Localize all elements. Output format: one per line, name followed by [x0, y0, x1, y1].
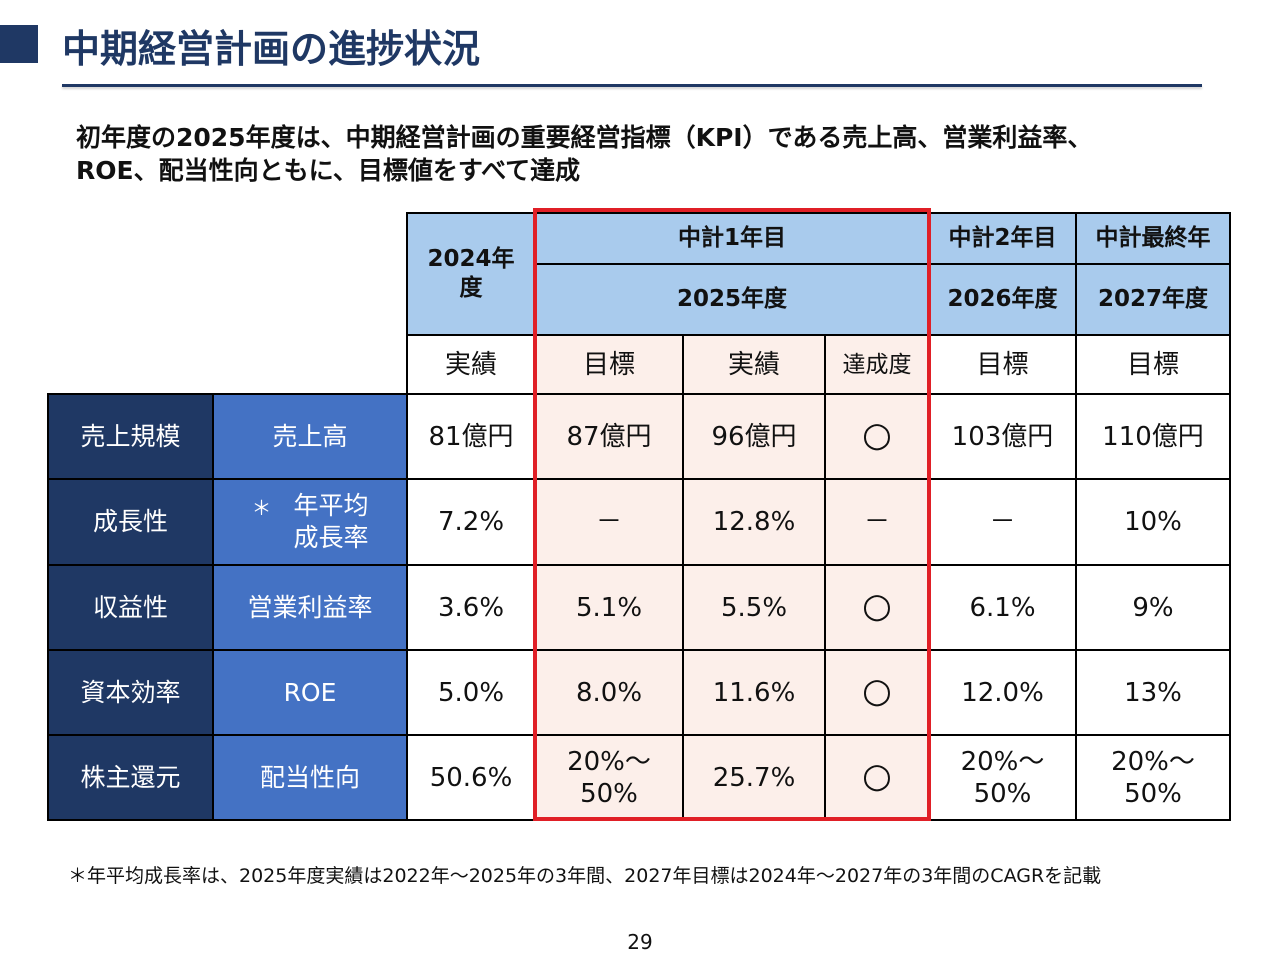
target-2027-line-2: 50%	[1124, 778, 1182, 809]
sub-actual-2025: 実績	[682, 334, 826, 395]
indicator-cell: 配当性向	[212, 734, 408, 821]
circle-icon: ○	[862, 671, 892, 711]
target-2025-line-2: 50%	[580, 778, 638, 809]
achieved-dash: －	[824, 478, 930, 566]
indicator-line-1: 年平均	[293, 491, 369, 520]
actual-2025-cell: 25.7%	[682, 734, 826, 821]
footnote: ＊年平均成長率は、2025年度実績は2022年～2025年の3年間、2027年目…	[68, 865, 1102, 887]
header-fy2026: 2026年度	[928, 263, 1077, 336]
circle-icon: ○	[862, 756, 892, 796]
target-2026-cell: －	[928, 478, 1077, 566]
target-2027-line-1: 20%～	[1111, 746, 1195, 777]
highlight-frame-year1	[533, 208, 931, 821]
indicator-cell: ＊ 年平均 成長率	[212, 478, 408, 566]
actual-2024-cell: 50.6%	[406, 734, 536, 821]
table-row: 収益性 営業利益率 3.6% 5.1% 5.5% ○ 6.1% 9%	[47, 564, 1231, 651]
header-row-fiscal-year: 2025年度 2026年度 2027年度	[48, 263, 1231, 336]
actual-2025-cell: 12.8%	[682, 478, 826, 566]
target-2026-line-1: 20%～	[960, 746, 1045, 777]
header-plan-final: 中計最終年	[1075, 212, 1231, 265]
target-2026-cell: 103億円	[928, 393, 1077, 480]
title-marker	[0, 25, 38, 63]
target-2025-cell: 5.1%	[534, 564, 684, 651]
lead-text: 初年度の2025年度は、中期経営計画の重要経営指標（KPI）である売上高、営業利…	[76, 121, 1216, 187]
target-2025-line-1: 20%～	[567, 746, 651, 777]
sub-target-2025: 目標	[534, 334, 684, 395]
page-number: 29	[627, 930, 653, 954]
actual-2024-cell: 7.2%	[406, 478, 536, 566]
kpi-table: 2024年度 中計1年目 中計2年目 中計最終年 2025年度 2026年度 2…	[47, 212, 1231, 821]
sub-target-2027: 目標	[1075, 334, 1231, 395]
category-cell: 資本効率	[47, 649, 214, 736]
target-2025-cell: 87億円	[534, 393, 684, 480]
circle-icon: ○	[862, 415, 892, 455]
target-2027-cell: 9%	[1075, 564, 1231, 651]
circle-icon: ○	[862, 586, 892, 626]
target-2025-cell: －	[534, 478, 684, 566]
target-2026-cell: 20%～ 50%	[928, 734, 1077, 821]
table-row: 成長性 ＊ 年平均 成長率 7.2% － 12.8% － － 10%	[47, 478, 1231, 566]
header-fy2027: 2027年度	[1075, 263, 1231, 336]
header-fy2025: 2025年度	[534, 263, 930, 336]
actual-2024-cell: 3.6%	[406, 564, 536, 651]
indicator-cell: 売上高	[212, 393, 408, 480]
indicator-cell: 営業利益率	[212, 564, 408, 651]
sub-target-2026: 目標	[928, 334, 1077, 395]
indicator-cell: ROE	[212, 649, 408, 736]
target-2026-cell: 12.0%	[928, 649, 1077, 736]
target-2027-cell: 13%	[1075, 649, 1231, 736]
target-2026-line-2: 50%	[973, 778, 1032, 809]
sub-achievement: 達成度	[824, 334, 930, 395]
blank-corner	[48, 213, 407, 394]
target-2027-cell: 20%～ 50%	[1075, 734, 1231, 821]
category-cell: 売上規模	[47, 393, 214, 480]
page-title: 中期経営計画の進捗状況	[62, 27, 481, 71]
achieved-mark: ○	[824, 393, 930, 480]
table-row: 株主還元 配当性向 50.6% 20%～ 50% 25.7% ○ 20%～ 50…	[47, 734, 1231, 821]
asterisk-icon: ＊	[251, 496, 272, 520]
actual-2025-cell: 96億円	[682, 393, 826, 480]
actual-2025-cell: 5.5%	[682, 564, 826, 651]
category-cell: 収益性	[47, 564, 214, 651]
indicator-label: 年平均 成長率	[293, 490, 368, 554]
indicator-note-wrapper: ＊ 年平均 成長率	[251, 490, 368, 554]
table-row: 売上規模 売上高 81億円 87億円 96億円 ○ 103億円 110億円	[47, 393, 1231, 480]
target-2026-cell: 6.1%	[928, 564, 1077, 651]
category-cell: 株主還元	[47, 734, 214, 821]
target-2025-cell: 20%～ 50%	[534, 734, 684, 821]
actual-2024-cell: 81億円	[406, 393, 536, 480]
header-row-plan-year: 2024年度 中計1年目 中計2年目 中計最終年	[48, 212, 1231, 336]
target-2025-cell: 8.0%	[534, 649, 684, 736]
header-plan-year2: 中計2年目	[928, 212, 1077, 265]
title-divider	[62, 84, 1202, 87]
header-plan-year1: 中計1年目	[534, 212, 930, 265]
lead-line-2: ROE、配当性向ともに、目標値をすべて達成	[76, 156, 581, 185]
achieved-mark: ○	[824, 734, 930, 821]
actual-2024-cell: 5.0%	[406, 649, 536, 736]
lead-line-1: 初年度の2025年度は、中期経営計画の重要経営指標（KPI）である売上高、営業利…	[76, 123, 1093, 152]
header-fy2024: 2024年度	[406, 212, 536, 336]
sub-actual-2024: 実績	[406, 334, 536, 395]
target-2027-cell: 10%	[1075, 478, 1231, 566]
actual-2025-cell: 11.6%	[682, 649, 826, 736]
achieved-mark: ○	[824, 564, 930, 651]
target-2027-cell: 110億円	[1075, 393, 1231, 480]
category-cell: 成長性	[47, 478, 214, 566]
indicator-line-2: 成長率	[293, 523, 369, 552]
